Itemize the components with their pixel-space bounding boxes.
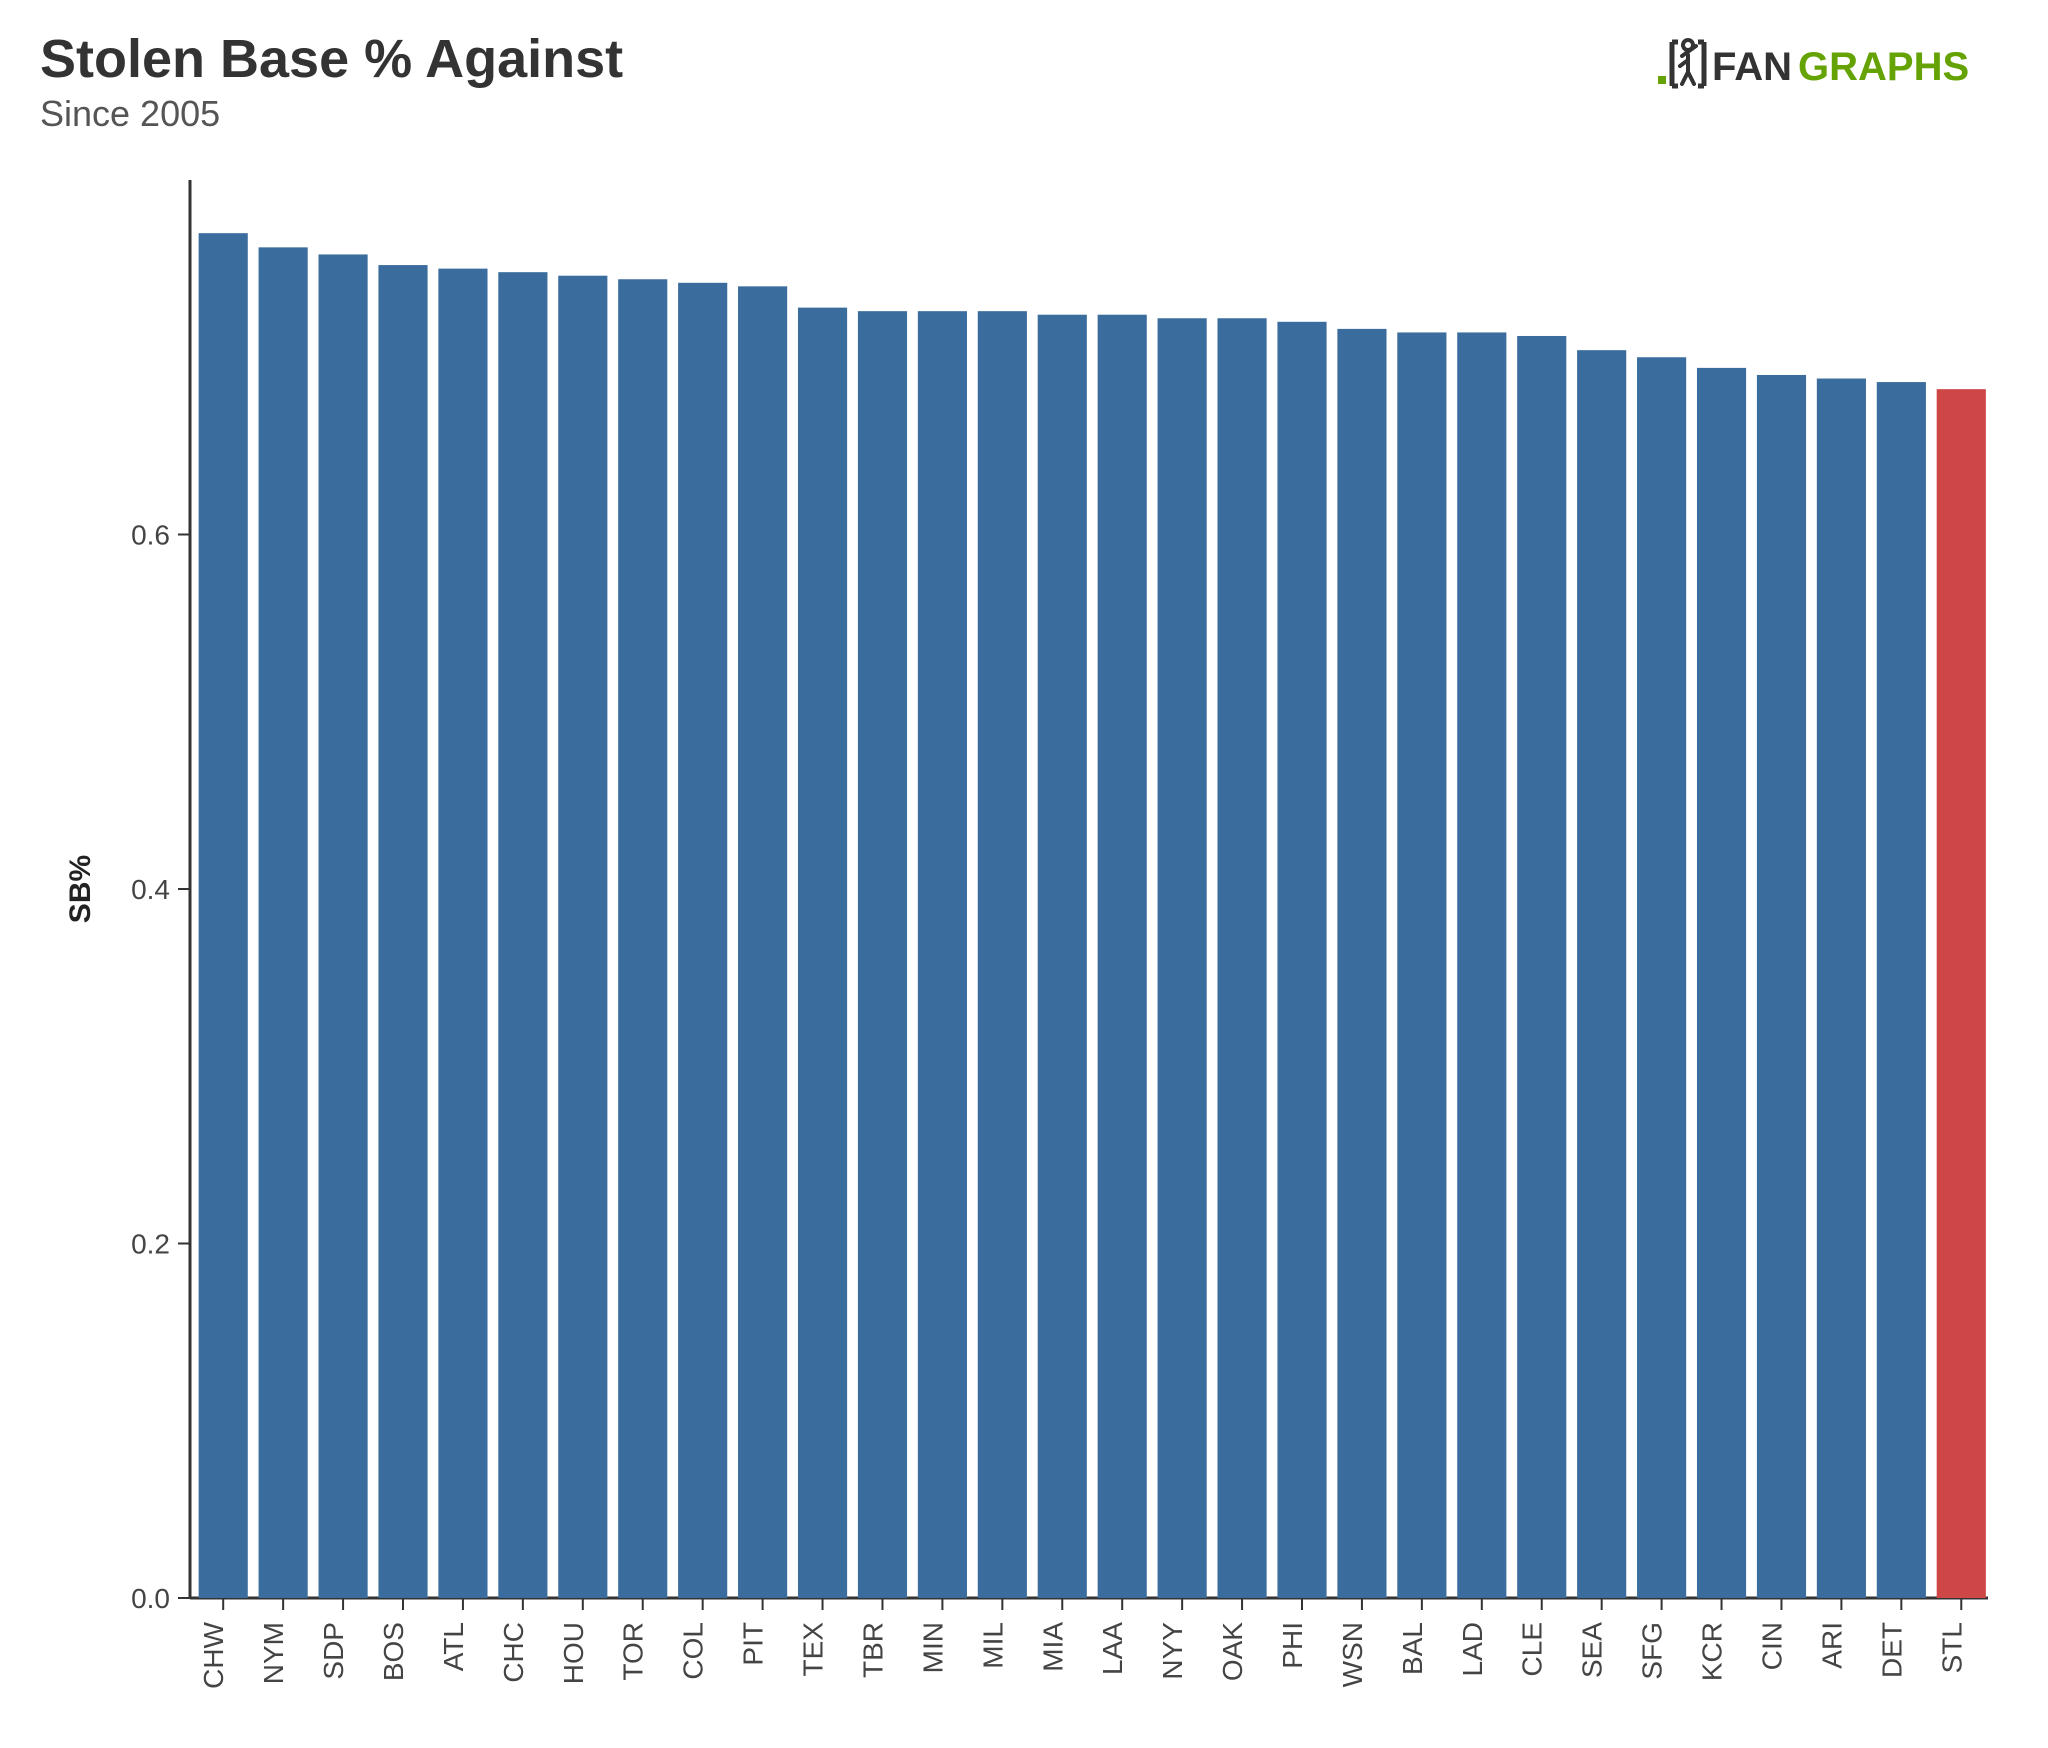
title-block: Stolen Base % Against Since 2005 (40, 30, 623, 135)
y-axis-title: SB% (64, 855, 97, 923)
x-category-label: NYM (258, 1622, 289, 1684)
bar (1517, 336, 1566, 1598)
bar (199, 233, 248, 1598)
x-category-label: TBR (857, 1622, 888, 1678)
bar (918, 311, 967, 1598)
bar (1158, 318, 1207, 1598)
x-category-label: PHI (1277, 1622, 1308, 1669)
bar (1697, 368, 1746, 1598)
bar (1577, 350, 1626, 1598)
x-category-label: CLE (1517, 1622, 1548, 1676)
bar (1337, 329, 1386, 1598)
x-category-label: SDP (318, 1622, 349, 1680)
bar (618, 279, 667, 1598)
x-category-label: LAA (1097, 1622, 1128, 1675)
x-category-label: WSN (1337, 1622, 1368, 1687)
chart-subtitle: Since 2005 (40, 93, 623, 135)
chart-wrap: 0.0 0.2 0.4 0.6 SB% CHW NYM SDP BOS ATL CHC HOU TOR C… (40, 170, 2008, 1728)
bar (1817, 379, 1866, 1598)
x-category-label: CIN (1756, 1622, 1787, 1670)
bar (558, 276, 607, 1598)
x-category-label: NYY (1157, 1622, 1188, 1680)
x-category-label: LAD (1457, 1622, 1488, 1676)
page-root: Stolen Base % Against Since 2005 FANGRAP… (0, 0, 2048, 1748)
bar (1217, 318, 1266, 1598)
y-tick-label: 0.6 (131, 520, 170, 551)
y-tick-label: 0.0 (131, 1583, 170, 1614)
fangraphs-logo-svg: FANGRAPHS (1658, 36, 1998, 92)
bar (978, 311, 1027, 1598)
fangraphs-logo: FANGRAPHS (1658, 36, 1998, 92)
logo-text-graphs: GRAPHS (1798, 45, 1969, 89)
bar (1877, 382, 1926, 1598)
bar (678, 283, 727, 1598)
bar (1277, 322, 1326, 1598)
bar (1937, 389, 1986, 1598)
x-category-label: BOS (378, 1622, 409, 1681)
x-category-label: BAL (1397, 1622, 1428, 1675)
x-category-label: STL (1936, 1622, 1967, 1673)
logo-text-fan: FAN (1712, 45, 1792, 89)
x-category-label: MIN (917, 1622, 948, 1673)
bar (259, 247, 308, 1598)
chart-title: Stolen Base % Against (40, 30, 623, 89)
bar (438, 269, 487, 1598)
x-category-label: MIL (977, 1622, 1008, 1669)
bar (738, 286, 787, 1598)
x-category-label: HOU (558, 1622, 589, 1684)
x-category-label: CHW (198, 1621, 229, 1688)
y-tick-label: 0.2 (131, 1229, 170, 1260)
x-category-label: MIA (1037, 1622, 1068, 1672)
x-category-label: KCR (1697, 1622, 1728, 1681)
x-category-label: ATL (438, 1622, 469, 1671)
x-category-label: SFG (1637, 1622, 1668, 1680)
x-category-label: CHC (498, 1622, 529, 1683)
bar (378, 265, 427, 1598)
x-category-label: ARI (1816, 1622, 1847, 1669)
x-category-label: COL (678, 1622, 709, 1680)
bar (1397, 332, 1446, 1598)
bar (798, 308, 847, 1598)
bar (858, 311, 907, 1598)
bar (318, 254, 367, 1598)
x-category-label: TOR (618, 1622, 649, 1681)
x-category-label: PIT (738, 1622, 769, 1666)
x-category-label: SEA (1577, 1622, 1608, 1678)
x-category-label: DET (1876, 1622, 1907, 1678)
x-category-label: TEX (798, 1622, 829, 1677)
bar (1098, 315, 1147, 1598)
bar (1637, 357, 1686, 1598)
bar (1038, 315, 1087, 1598)
bar (1757, 375, 1806, 1598)
x-category-label: OAK (1217, 1622, 1248, 1681)
bar (1457, 332, 1506, 1598)
bar (498, 272, 547, 1598)
header-row: Stolen Base % Against Since 2005 FANGRAP… (40, 30, 2008, 135)
y-tick-label: 0.4 (131, 874, 170, 905)
bar-chart-svg: 0.0 0.2 0.4 0.6 SB% CHW NYM SDP BOS ATL CHC HOU TOR C… (40, 170, 2008, 1728)
